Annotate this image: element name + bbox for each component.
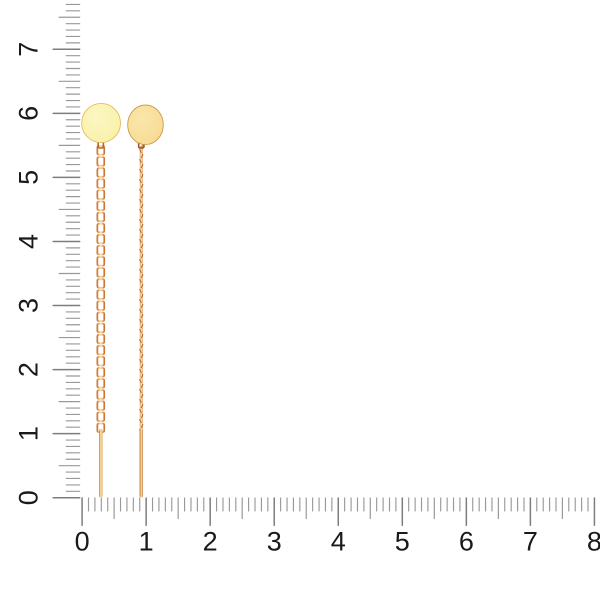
svg-text:7: 7 (13, 42, 43, 57)
svg-text:4: 4 (331, 526, 346, 556)
svg-text:2: 2 (203, 526, 218, 556)
svg-text:7: 7 (523, 526, 538, 556)
svg-text:1: 1 (139, 526, 154, 556)
svg-text:0: 0 (13, 490, 43, 505)
svg-text:5: 5 (395, 526, 410, 556)
svg-text:3: 3 (267, 526, 282, 556)
svg-text:2: 2 (13, 362, 43, 377)
svg-text:0: 0 (75, 526, 90, 556)
svg-text:6: 6 (459, 526, 474, 556)
svg-text:8: 8 (587, 526, 600, 556)
svg-text:5: 5 (13, 170, 43, 185)
svg-text:4: 4 (13, 234, 43, 249)
svg-text:3: 3 (13, 298, 43, 313)
svg-text:1: 1 (13, 426, 43, 441)
svg-text:6: 6 (13, 106, 43, 121)
